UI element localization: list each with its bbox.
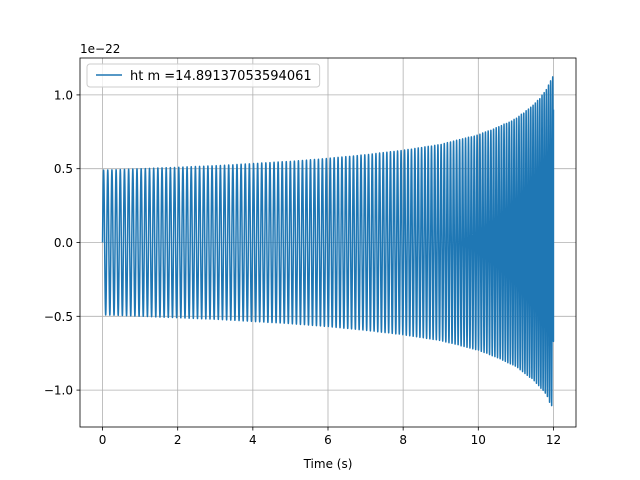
y-tick-label: 0.5 <box>54 162 73 176</box>
legend-label: ht m =14.89137053594061 <box>130 69 312 84</box>
y-tick-label: −1.0 <box>44 384 73 398</box>
series-layer <box>101 76 555 407</box>
series-line-ht <box>101 76 555 407</box>
ticks: 0 2 4 6 8 10 12 −1.0 −0.5 0.0 0.5 1.0 <box>44 88 561 447</box>
legend-box <box>86 63 321 88</box>
y-scale-offset-label: 1e−22 <box>80 42 120 56</box>
x-tick-label: 8 <box>399 433 407 447</box>
x-tick-label: 12 <box>546 433 561 447</box>
y-tick-label: 1.0 <box>54 88 73 102</box>
y-tick-label: −0.5 <box>44 310 73 324</box>
x-tick-label: 0 <box>99 433 107 447</box>
x-tick-label: 4 <box>249 433 257 447</box>
x-axis-label: Time (s) <box>303 457 353 471</box>
y-tick-label: 0.0 <box>54 236 73 250</box>
legend: ht m =14.89137053594061 <box>86 63 321 88</box>
x-tick-label: 6 <box>324 433 332 447</box>
x-tick-label: 2 <box>174 433 182 447</box>
x-tick-label: 10 <box>471 433 486 447</box>
